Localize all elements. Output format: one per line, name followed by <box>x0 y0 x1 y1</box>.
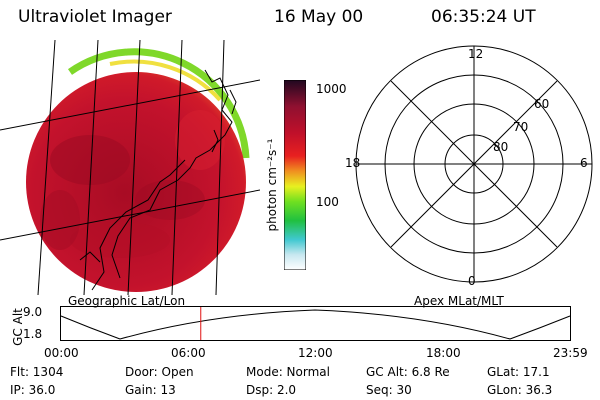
timeline-xtick-2: 12:00 <box>298 346 333 360</box>
mlt-label-6: 6 <box>580 156 588 170</box>
mlt-label-18: 18 <box>345 156 361 170</box>
door-status: Door: Open <box>125 365 194 379</box>
auroral-image <box>0 40 260 295</box>
mlat-label-80: 80 <box>493 140 509 154</box>
colorbar-tick-1000: 1000 <box>316 82 347 96</box>
dsp-value: Dsp: 2.0 <box>246 383 297 397</box>
mlt-label-12: 12 <box>468 47 484 61</box>
timeline-xtick-4: 23:59 <box>553 346 588 360</box>
orbit-altitude-curve <box>60 309 571 340</box>
disk-texture <box>40 110 225 258</box>
timeline-xtick-1: 06:00 <box>171 346 206 360</box>
limb-green-arc <box>67 48 250 159</box>
mlt-label-0: 0 <box>468 274 476 288</box>
apex-caption: Apex MLat/MLT <box>414 294 504 308</box>
ip-value: IP: 36.0 <box>10 383 56 397</box>
geographic-latitude: GLat: 17.1 <box>487 365 550 379</box>
instrument-title: Ultraviolet Imager <box>18 7 172 27</box>
timeline-ytick-max: 9.0 <box>23 305 43 319</box>
geographic-longitude: GLon: 36.3 <box>487 383 553 397</box>
orbit-timeline <box>60 306 571 341</box>
date-label: 16 May 00 <box>274 7 364 27</box>
timeline-xtick-0: 00:00 <box>44 346 79 360</box>
time-label: 06:35:24 UT <box>431 7 536 27</box>
polar-grid <box>355 45 593 283</box>
earth-disk <box>26 72 246 292</box>
colorbar-unit-label: photon cm⁻²s⁻¹ <box>265 138 279 232</box>
sequence-number: Seq: 30 <box>366 383 412 397</box>
coastlines <box>79 69 237 291</box>
geographic-caption: Geographic Lat/Lon <box>68 294 186 308</box>
mlat-label-60: 60 <box>534 97 550 111</box>
mlat-label-70: 70 <box>513 120 529 134</box>
gc-altitude: GC Alt: 6.8 Re <box>366 365 450 379</box>
colorbar-tick-100: 100 <box>316 195 339 209</box>
colorbar <box>284 80 306 270</box>
gain-value: Gain: 13 <box>125 383 176 397</box>
timeline-ytick-min: 1.8 <box>23 327 43 341</box>
mode-status: Mode: Normal <box>246 365 330 379</box>
flight-number: Flt: 1304 <box>10 365 64 379</box>
timeline-xtick-3: 18:00 <box>426 346 461 360</box>
